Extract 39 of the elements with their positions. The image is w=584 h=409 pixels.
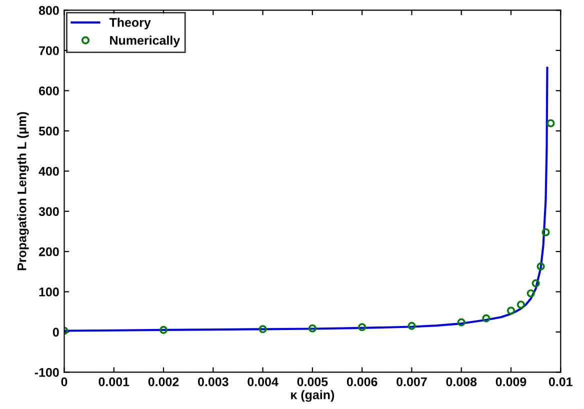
x-tick-label: 0.003 — [198, 377, 228, 386]
y-tick-label: -100 — [34, 368, 59, 377]
point — [159, 326, 168, 334]
y-tick-label: 800 — [38, 6, 59, 15]
legend-label: Numerically — [110, 36, 180, 48]
point — [308, 324, 316, 332]
point — [542, 228, 550, 236]
x-tick-label: 0.007 — [396, 377, 427, 386]
point — [506, 306, 516, 315]
point — [516, 300, 525, 309]
point — [482, 314, 490, 322]
point — [526, 289, 535, 298]
y-tick-label: 100 — [39, 288, 59, 296]
x-tick-label: 0.001 — [98, 377, 130, 386]
x-tick-label: 0.006 — [346, 377, 378, 386]
y-tick-label: 500 — [38, 126, 59, 136]
y-axis-title: Propagation Length L (μm) — [17, 112, 29, 270]
x-tick-label: 0.008 — [446, 377, 477, 386]
x-tick-label: 0.009 — [496, 377, 526, 386]
x-axis-title: κ (gain) — [291, 390, 334, 402]
y-tick-label: 200 — [38, 247, 59, 256]
y-tick-label: 400 — [38, 166, 59, 176]
y-tick-label: 600 — [38, 86, 59, 96]
x-tick-label: 0.01 — [548, 377, 572, 386]
point — [457, 318, 466, 326]
point — [536, 262, 545, 270]
legend-label: Theory — [109, 18, 151, 30]
x-tick-label: 0.004 — [248, 377, 278, 386]
x-tick-label: 0.002 — [148, 377, 179, 386]
point — [258, 325, 267, 334]
x-tick-label: 0 — [61, 377, 68, 386]
point — [408, 322, 416, 330]
point — [358, 323, 366, 332]
point — [546, 119, 555, 128]
y-tick-label: 300 — [38, 207, 59, 216]
y-tick-label: 0 — [52, 328, 59, 337]
point — [532, 279, 540, 288]
y-tick-label: 700 — [39, 46, 59, 56]
x-tick-label: 0.005 — [297, 377, 328, 386]
